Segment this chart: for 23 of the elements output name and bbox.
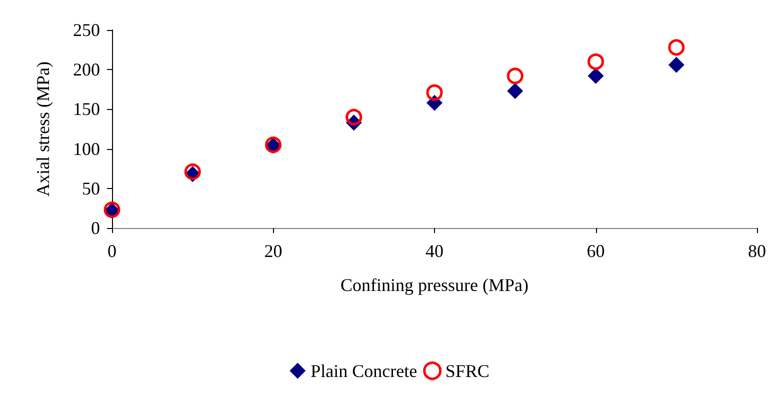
x-tick-label: 0 xyxy=(108,241,116,261)
point xyxy=(426,84,443,101)
y-tick-label: 100 xyxy=(73,138,100,159)
point xyxy=(346,108,362,126)
point xyxy=(588,68,604,84)
point xyxy=(506,68,524,84)
x-tick-label: 60 xyxy=(586,241,605,261)
y-axis-title: Axial stress (MPa) xyxy=(33,62,53,196)
point xyxy=(668,39,685,56)
x-tick-label: 80 xyxy=(748,241,766,261)
point xyxy=(588,53,604,70)
x-tick-label: 40 xyxy=(426,241,444,261)
y-tick-label: 150 xyxy=(73,99,100,120)
x-axis-title: Confining pressure (MPa) xyxy=(340,275,528,295)
legend-label: Plain Concrete xyxy=(310,360,418,381)
point xyxy=(668,56,684,73)
legend-label: SFRC xyxy=(445,360,490,381)
x-tick-label: 20 xyxy=(264,241,282,261)
point xyxy=(507,82,524,99)
y-tick-label: 0 xyxy=(91,218,100,238)
y-tick-label: 50 xyxy=(82,178,100,198)
y-tick-label: 250 xyxy=(73,20,100,40)
y-tick-label: 200 xyxy=(73,60,100,80)
